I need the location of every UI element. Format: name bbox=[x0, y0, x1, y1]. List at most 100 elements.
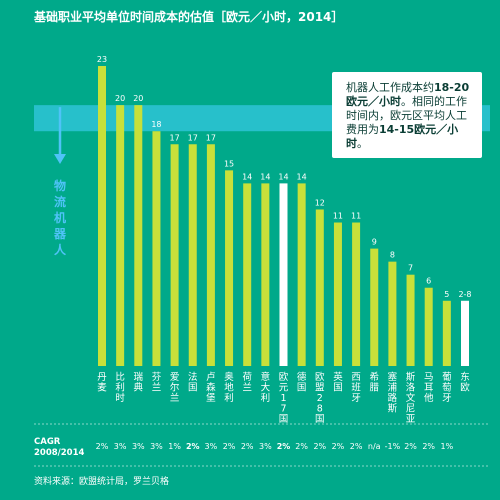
callout-bold-1: 18-20欧元／小时 bbox=[346, 81, 470, 108]
category-label-6: 卢森堡 bbox=[206, 371, 216, 404]
value-label-19: 5 bbox=[444, 290, 449, 299]
bar-19 bbox=[442, 300, 451, 366]
bar-3 bbox=[152, 131, 161, 366]
bar-11 bbox=[297, 183, 306, 366]
cagr-value-8: 2% bbox=[241, 442, 254, 451]
category-label-15: 希腊 bbox=[369, 371, 379, 394]
category-label-9: 意大利 bbox=[261, 371, 271, 404]
value-labels-group: 23 20 20 18 17 17 17 15 14 14 14 14 12 11 11 9 8 7 6 5 2-8 bbox=[97, 55, 472, 299]
value-label-18: 6 bbox=[426, 277, 431, 286]
category-label-17: 斯洛文尼亚 bbox=[406, 371, 416, 425]
value-label-12: 12 bbox=[315, 198, 325, 207]
value-label-13: 11 bbox=[333, 212, 343, 221]
bar-1 bbox=[116, 105, 125, 366]
category-label-14: 西班牙 bbox=[351, 372, 361, 404]
cagr-value-17: 2% bbox=[404, 442, 417, 451]
value-label-4: 17 bbox=[170, 133, 180, 142]
category-label-13: 英国 bbox=[333, 371, 343, 394]
cagr-value-10: 2% bbox=[277, 442, 291, 451]
robot-label: 物流机器人 bbox=[53, 178, 67, 257]
cagr-value-1: 3% bbox=[114, 442, 127, 451]
bar-15 bbox=[370, 248, 379, 366]
category-label-7: 奥地利 bbox=[224, 371, 234, 404]
category-label-10: 欧元 1 7 国 bbox=[279, 371, 289, 425]
value-label-1: 20 bbox=[115, 94, 125, 103]
bar-2 bbox=[134, 105, 143, 366]
value-label-6: 17 bbox=[206, 133, 216, 142]
bar-14 bbox=[352, 222, 361, 366]
bar-10 bbox=[279, 183, 288, 366]
cagr-value-19: 1% bbox=[440, 442, 453, 451]
cagr-value-14: 2% bbox=[350, 442, 363, 451]
category-label-12: 欧盟 2 8 国 bbox=[315, 371, 325, 425]
callout-text-1: 机器人工作成本约 bbox=[346, 81, 434, 94]
cagr-value-9: 3% bbox=[259, 442, 272, 451]
cagr-value-2: 3% bbox=[132, 442, 145, 451]
cagr-value-11: 2% bbox=[295, 442, 308, 451]
value-label-0: 23 bbox=[97, 55, 107, 64]
category-label-5: 法国 bbox=[188, 371, 198, 394]
cagr-value-3: 3% bbox=[150, 442, 163, 451]
category-label-4: 爱尔兰 bbox=[170, 371, 180, 404]
chart-title: 基础职业平均单位时间成本的估值［欧元／小时，2014］ bbox=[34, 10, 344, 24]
bar-20 bbox=[461, 300, 469, 366]
value-label-8: 14 bbox=[242, 172, 252, 181]
value-label-15: 9 bbox=[372, 238, 377, 247]
cagr-value-18: 2% bbox=[422, 442, 435, 451]
cagr-values-group: 2% 3% 3% 3% 1% 2% 3% 2% 2% 3% 2% 2% 2% 2% 2% n/a -1% 2% 2%… bbox=[96, 442, 454, 451]
category-label-11: 德国 bbox=[297, 371, 307, 394]
bar-8 bbox=[243, 183, 252, 366]
cagr-label-line1: CAGR bbox=[34, 437, 61, 447]
cagr-label-line2: 2008/2014 bbox=[34, 448, 85, 458]
bars-group bbox=[98, 66, 469, 366]
bar-5 bbox=[188, 144, 197, 366]
value-label-11: 14 bbox=[297, 172, 307, 181]
cagr-value-6: 3% bbox=[205, 442, 218, 451]
category-label-8: 荷兰 bbox=[242, 372, 252, 394]
category-label-2: 瑞典 bbox=[134, 371, 144, 394]
category-label-16: 塞浦路斯 bbox=[388, 371, 398, 415]
robot-arrow-head bbox=[54, 154, 66, 164]
value-label-9: 14 bbox=[260, 172, 270, 181]
value-label-14: 11 bbox=[351, 212, 361, 221]
value-label-10: 14 bbox=[278, 172, 288, 181]
category-label-3: 芬兰 bbox=[152, 372, 162, 394]
bar-9 bbox=[261, 183, 270, 366]
value-label-17: 7 bbox=[408, 264, 413, 273]
cagr-value-15: n/a bbox=[368, 442, 381, 451]
cagr-value-13: 2% bbox=[332, 442, 345, 451]
category-label-18: 马耳他 bbox=[424, 372, 434, 404]
value-label-16: 8 bbox=[390, 251, 395, 260]
cagr-value-16: -1% bbox=[385, 442, 401, 451]
callout-box: 机器人工作成本约18-20欧元／小时。相同的工作时间内，欧元区平均人工费用为14… bbox=[332, 72, 482, 158]
value-label-20: 2-8 bbox=[458, 290, 471, 299]
category-label-19: 葡萄牙 bbox=[442, 371, 452, 404]
bar-17 bbox=[406, 274, 415, 366]
bar-16 bbox=[388, 261, 397, 366]
cagr-value-4: 1% bbox=[168, 442, 181, 451]
callout-text-2: 。相同的工作时间内，欧元区平均人工费用为 bbox=[346, 95, 467, 136]
value-label-7: 15 bbox=[224, 159, 234, 168]
category-label-20: 东欧 bbox=[460, 371, 470, 394]
value-label-3: 18 bbox=[151, 120, 161, 129]
bar-12 bbox=[315, 209, 324, 366]
bar-0 bbox=[98, 66, 106, 366]
bar-7 bbox=[225, 170, 234, 366]
cagr-value-7: 2% bbox=[223, 442, 236, 451]
callout-bold-2: 14-15欧元／小时 bbox=[346, 123, 459, 150]
cagr-value-5: 2% bbox=[186, 442, 200, 451]
cagr-value-0: 2% bbox=[96, 442, 109, 451]
bar-4 bbox=[170, 144, 179, 366]
value-label-5: 17 bbox=[188, 133, 198, 142]
cagr-value-12: 2% bbox=[313, 442, 326, 451]
callout-text-3: 。 bbox=[357, 137, 368, 150]
category-label-0: 丹麦 bbox=[97, 372, 107, 394]
value-label-2: 20 bbox=[133, 94, 143, 103]
bar-6 bbox=[206, 144, 215, 366]
category-label-1: 比利时 bbox=[115, 371, 125, 404]
bar-18 bbox=[424, 287, 433, 366]
source-text: 资料来源：欧盟统计局，罗兰贝格 bbox=[34, 475, 169, 487]
bar-13 bbox=[333, 222, 342, 366]
